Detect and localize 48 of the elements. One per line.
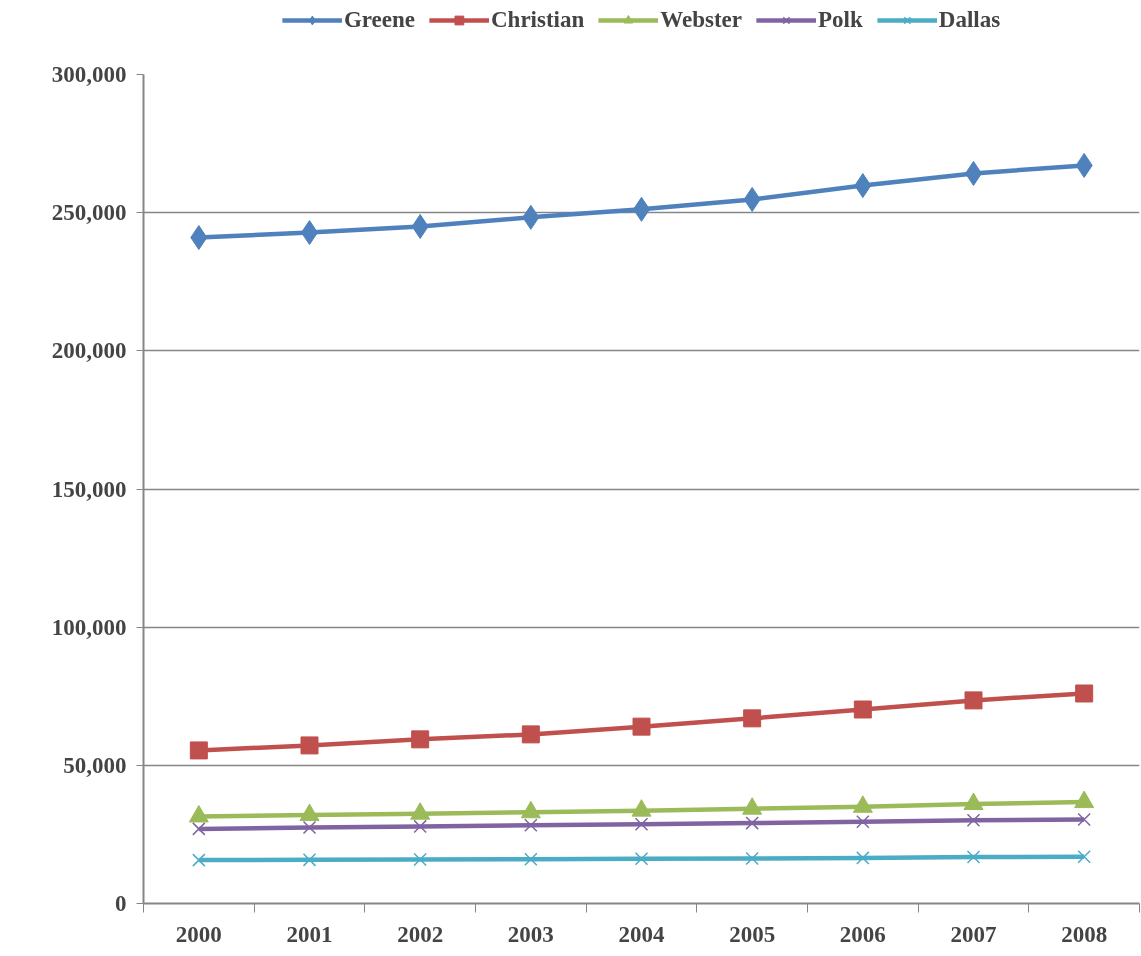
point xyxy=(192,853,206,867)
y-tick-label: 50,000 xyxy=(63,752,127,778)
point xyxy=(1077,850,1091,864)
legend-label: Webster xyxy=(660,7,743,33)
point xyxy=(964,691,983,710)
point xyxy=(745,851,759,866)
y-tick-label: 100,000 xyxy=(51,614,127,640)
point xyxy=(411,730,430,749)
point xyxy=(632,717,651,736)
y-tick-label: 150,000 xyxy=(51,476,127,502)
point xyxy=(634,851,649,866)
x-tick-label: 2006 xyxy=(839,921,886,947)
point xyxy=(524,818,538,833)
x-tick-label: 2007 xyxy=(950,921,997,947)
y-tick-label: 200,000 xyxy=(51,338,127,364)
point xyxy=(634,817,649,831)
point xyxy=(853,700,872,719)
point xyxy=(856,851,870,865)
y-tick-label: 250,000 xyxy=(51,200,127,226)
point xyxy=(521,725,540,744)
legend-label: Christian xyxy=(490,7,585,33)
point xyxy=(745,816,759,830)
legend-label: Greene xyxy=(343,7,415,33)
point xyxy=(856,814,870,829)
point xyxy=(413,819,427,834)
x-tick-label: 2008 xyxy=(1061,921,1108,947)
point xyxy=(302,853,317,867)
point xyxy=(966,813,981,828)
point xyxy=(413,852,427,867)
point xyxy=(300,736,319,755)
point xyxy=(302,820,317,835)
x-tick-label: 2004 xyxy=(618,921,665,947)
x-tick-label: 2005 xyxy=(729,921,776,947)
legend-label: Polk xyxy=(818,7,863,33)
x-tick-label: 2002 xyxy=(397,921,444,947)
legend-label: Dallas xyxy=(938,7,1001,33)
y-tick-label: 0 xyxy=(115,891,127,916)
x-tick-label: 2000 xyxy=(175,921,222,947)
x-tick-label: 2003 xyxy=(507,921,554,947)
point xyxy=(966,850,981,864)
point xyxy=(192,822,206,836)
point xyxy=(524,852,538,867)
point xyxy=(189,741,208,760)
point xyxy=(1077,812,1091,827)
point xyxy=(743,709,762,728)
x-tick-label: 2001 xyxy=(286,921,333,947)
point xyxy=(1075,684,1094,703)
y-tick-label: 300,000 xyxy=(51,62,127,87)
